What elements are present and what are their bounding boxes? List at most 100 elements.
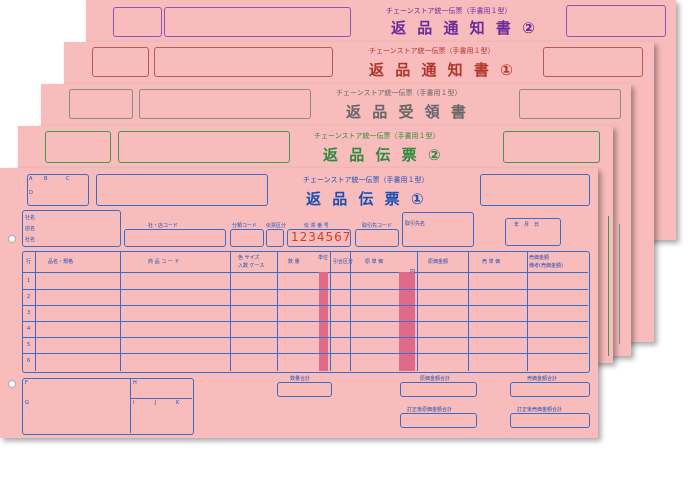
corrected-cost-label: 訂正後原価金額合計	[407, 407, 453, 413]
table-column-rule	[277, 251, 278, 371]
footer-rule	[130, 398, 192, 399]
row-number: 6	[27, 358, 31, 364]
table-column-rule	[350, 251, 351, 371]
qty-total-field	[277, 382, 332, 397]
row-number: 2	[27, 294, 31, 300]
corrected-cost-field	[400, 413, 477, 428]
table-row-rule	[22, 289, 588, 290]
row-number: 1	[27, 278, 31, 284]
column-header-sell-price: 売 単 価	[482, 259, 501, 265]
table-column-rule	[120, 251, 121, 371]
table-column-rule	[468, 251, 469, 371]
header-field-box	[543, 47, 643, 77]
footer-letter: F	[25, 380, 28, 386]
form-subtitle: チェーンストア統一伝票（手書用１型）	[386, 7, 512, 15]
corner-code-box	[92, 47, 149, 77]
form-title: 返 品 受 領 書	[346, 103, 469, 121]
column-header-sell-amount: 売価金額	[529, 255, 550, 261]
sender-label-company: 社名	[25, 215, 36, 221]
header-field-box	[503, 131, 600, 163]
slip-number-field	[287, 229, 351, 247]
punch-hole	[8, 380, 16, 388]
date-label: 年 月 日	[514, 222, 540, 228]
table-row-rule	[22, 321, 588, 322]
column-header-pack-case: 入数 ケース	[238, 263, 265, 269]
corrected-sell-label: 訂正後売価金額合計	[517, 407, 563, 413]
corner-code-box	[69, 89, 133, 119]
form-title: 返 品 通 知 書 ②	[391, 19, 538, 37]
store-code-label: 社・店コード	[148, 223, 179, 229]
slip-class-field	[266, 229, 284, 247]
corrected-sell-field	[510, 413, 590, 428]
corner-code-box	[113, 7, 162, 37]
form-subtitle: チェーンストア統一伝票（手書用１型）	[303, 176, 429, 184]
item-table	[22, 251, 590, 373]
sell-total-field	[510, 382, 590, 397]
unit-yen-label: 円	[410, 269, 416, 275]
slip-number-label: 伝 票 番 号	[304, 223, 329, 229]
column-header-cost-amount: 原価金額	[428, 259, 449, 265]
column-header-product-code: 商 品 コ ー ド	[148, 259, 180, 265]
column-header-item-name: 品名・規格	[48, 259, 74, 265]
header-field-box	[139, 89, 311, 119]
slip-sheet-slip-1: A B C D チェーンストア統一伝票（手書用１型） 返 品 伝 票 ① 社名 …	[0, 168, 598, 438]
column-header-unit: 単位	[318, 255, 329, 261]
column-rule	[608, 216, 609, 356]
punch-hole	[8, 235, 16, 243]
sender-block	[22, 210, 121, 247]
form-title: 返 品 伝 票 ①	[306, 190, 427, 208]
supplier-name-label: 取引先名	[405, 221, 426, 227]
table-column-rule	[527, 251, 528, 371]
table-header-rule	[22, 272, 588, 273]
table-column-rule	[330, 251, 331, 371]
column-header-line: 行	[26, 259, 32, 265]
footer-rule	[130, 378, 131, 433]
form-title: 返 品 伝 票 ②	[323, 146, 444, 164]
row-number: 4	[27, 326, 31, 332]
header-field-box	[154, 47, 333, 77]
qty-total-label: 数量合計	[290, 376, 311, 382]
sender-label-store: 店名	[25, 226, 36, 232]
slip-number: 1234567	[291, 230, 352, 244]
slip-class-label: 伝票区分	[266, 223, 287, 229]
cost-total-field	[400, 382, 477, 397]
footer-letter: H	[133, 380, 137, 386]
table-row-rule	[22, 337, 588, 338]
corner-code-box	[27, 174, 89, 206]
header-field-box	[96, 174, 268, 206]
supplier-code-field	[355, 229, 399, 247]
sender-label-company-2: 社名	[25, 237, 36, 243]
column-header-quantity: 数 量	[288, 259, 300, 265]
table-column-rule	[417, 251, 418, 371]
table-column-rule	[35, 251, 36, 371]
header-field-box	[164, 7, 351, 37]
header-field-box	[480, 174, 590, 206]
row-number: 3	[27, 310, 31, 316]
header-field-box	[566, 5, 666, 37]
corner-letter-d: D	[29, 190, 33, 196]
date-block	[505, 218, 561, 246]
header-field-box	[519, 89, 621, 119]
table-column-rule	[230, 251, 231, 371]
supplier-code-label: 取引先コード	[362, 223, 393, 229]
column-header-color-size: 色 サイズ	[238, 255, 260, 261]
cost-total-label: 原価金額合計	[420, 376, 451, 382]
store-code-field	[124, 229, 226, 247]
row-number: 5	[27, 342, 31, 348]
column-rule	[619, 224, 620, 344]
footer-code-box	[22, 378, 194, 435]
form-subtitle: チェーンストア統一伝票（手書用１型）	[336, 89, 462, 97]
corner-letter-c: C	[66, 176, 70, 182]
header-field-box	[118, 131, 290, 163]
form-subtitle: チェーンストア統一伝票（手書用１型）	[369, 47, 495, 55]
table-row-rule	[22, 353, 588, 354]
supplier-name-block	[402, 212, 474, 247]
footer-letter: I	[133, 400, 135, 406]
sell-total-label: 売価金額合計	[527, 376, 558, 382]
footer-letter: J	[155, 400, 157, 406]
column-header-cost-price: 原 単 価	[365, 259, 384, 265]
category-code-label: 分類コード	[232, 223, 258, 229]
form-title: 返 品 通 知 書 ①	[369, 61, 516, 79]
category-code-field	[230, 229, 264, 247]
corner-letter-a: A	[29, 176, 33, 182]
